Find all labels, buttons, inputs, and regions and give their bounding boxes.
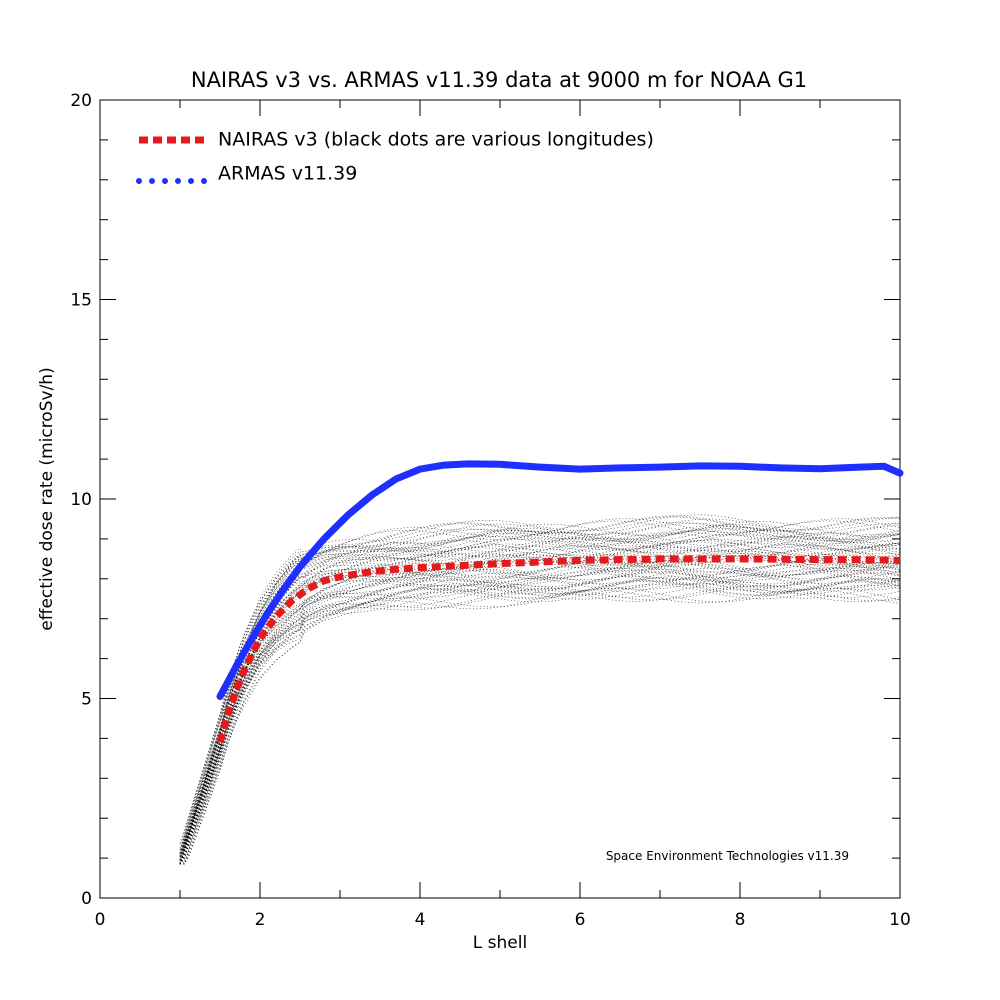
longitude-curve [179, 515, 901, 850]
longitude-curve [179, 552, 901, 864]
legend-label-nairas: NAIRAS v3 (black dots are various longit… [218, 129, 654, 151]
longitude-curve [179, 563, 901, 860]
longitude-curve [180, 585, 901, 865]
longitude-curve [179, 542, 901, 865]
longitude-curve [179, 532, 901, 849]
legend: NAIRAS v3 (black dots are various longit… [136, 129, 654, 185]
longitude-curve [179, 548, 901, 855]
longitude-curve [179, 536, 901, 854]
longitude-curve [179, 548, 901, 865]
longitude-curve [179, 541, 901, 862]
plot-frame [99, 99, 901, 899]
x-tick-labels: 0 2 4 6 8 10 [95, 910, 911, 930]
longitude-curve [179, 546, 901, 864]
longitude-curve [179, 588, 901, 865]
longitude-curve [179, 518, 901, 844]
longitude-curve [179, 578, 901, 865]
longitude-curve [180, 573, 901, 865]
longitude-curve [179, 537, 901, 850]
longitude-curve [179, 545, 901, 857]
longitude-curve [179, 570, 901, 865]
longitude-curve [179, 514, 901, 855]
x-tick-label: 4 [415, 910, 426, 930]
longitude-curve [179, 521, 901, 853]
longitude-curve [179, 523, 901, 857]
longitude-curve [179, 555, 901, 865]
longitude-curve [179, 516, 901, 850]
chart-title: NAIRAS v3 vs. ARMAS v11.39 data at 9000 … [191, 68, 807, 92]
series-line-1 [216, 460, 904, 700]
longitude-curve [179, 567, 901, 865]
axis-ticks [99, 99, 901, 899]
longitude-curve [179, 569, 901, 865]
longitude-curve [179, 518, 901, 858]
y-tick-label: 5 [81, 690, 92, 710]
longitude-curve [179, 580, 901, 865]
longitude-curve [179, 524, 901, 860]
longitude-curve [179, 559, 900, 865]
longitude-curve [179, 563, 901, 865]
credit-text: Space Environment Technologies v11.39 [606, 849, 849, 863]
x-tick-label: 8 [735, 910, 746, 930]
longitude-curve [179, 526, 901, 861]
y-tick-label: 20 [70, 91, 92, 111]
legend-label-armas: ARMAS v11.39 [218, 163, 357, 185]
longitude-curve [179, 521, 901, 856]
y-tick-labels: 0 5 10 15 20 [70, 91, 92, 909]
longitude-curve [179, 561, 901, 864]
longitude-curve [179, 560, 901, 865]
longitude-dots-cloud [179, 514, 901, 865]
x-axis-label: L shell [473, 933, 527, 953]
longitude-curve [179, 571, 901, 865]
longitude-curve [179, 576, 901, 865]
longitude-curve [179, 559, 901, 858]
longitude-curve [179, 566, 901, 861]
y-axis-label: effective dose rate (microSv/h) [37, 367, 57, 630]
longitude-curve [180, 581, 901, 865]
series-layer [216, 460, 904, 744]
x-tick-label: 10 [889, 910, 911, 930]
longitude-curve [179, 572, 901, 865]
longitude-curve [179, 549, 901, 865]
longitude-curve [179, 532, 901, 855]
longitude-curve [179, 565, 901, 865]
longitude-curve [179, 554, 901, 857]
x-tick-label: 2 [255, 910, 266, 930]
longitude-curve [180, 586, 901, 865]
x-tick-label: 6 [575, 910, 586, 930]
x-tick-label: 0 [95, 910, 106, 930]
longitude-curve [179, 580, 901, 865]
y-tick-label: 0 [81, 889, 92, 909]
series-line-0 [216, 555, 901, 744]
longitude-curve [179, 577, 901, 865]
y-tick-label: 10 [70, 490, 92, 510]
longitude-curve [179, 567, 901, 861]
y-tick-label: 15 [70, 291, 92, 311]
longitude-curve [179, 543, 901, 857]
longitude-curve [180, 582, 901, 865]
